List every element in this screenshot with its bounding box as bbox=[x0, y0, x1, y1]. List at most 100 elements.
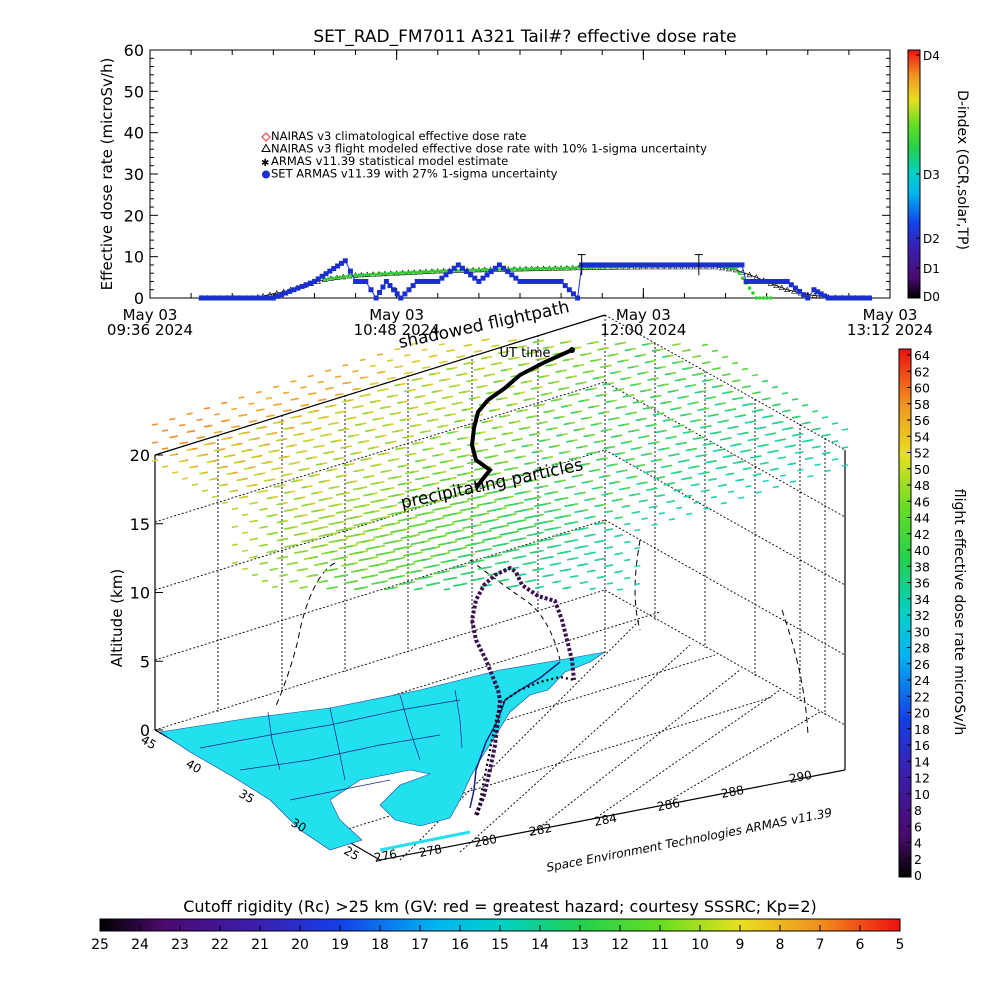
particle-mark bbox=[303, 557, 311, 561]
particle-mark bbox=[530, 387, 537, 390]
particle-mark bbox=[386, 395, 394, 398]
particle-mark bbox=[362, 412, 369, 415]
x-tick-label-time: 09:36 2024 bbox=[107, 321, 193, 339]
particle-mark bbox=[692, 437, 699, 440]
set-armas-point bbox=[596, 262, 602, 268]
particle-mark bbox=[661, 355, 669, 359]
d-index-label: D-index (GCR,solar,TP) bbox=[954, 90, 970, 250]
particle-mark bbox=[606, 582, 614, 585]
set-armas-point bbox=[464, 269, 470, 275]
particle-mark bbox=[334, 375, 342, 378]
particle-mark bbox=[574, 546, 581, 550]
altitude-tick-label: 10 bbox=[130, 584, 150, 603]
particle-mark bbox=[714, 403, 721, 406]
dose-tick-label: 28 bbox=[914, 641, 930, 656]
nairas-flight-point bbox=[732, 266, 739, 273]
particle-mark bbox=[420, 548, 427, 552]
particle-mark bbox=[456, 491, 464, 495]
particle-mark bbox=[213, 413, 221, 416]
flight-3d-panel: shadowed flightpath UT time precipitatin… bbox=[108, 297, 967, 883]
particle-mark bbox=[439, 460, 446, 464]
set-armas-point bbox=[233, 295, 239, 301]
particle-mark bbox=[536, 422, 543, 425]
particle-mark bbox=[454, 420, 461, 423]
particle-mark bbox=[328, 504, 335, 508]
armas-model-point bbox=[379, 272, 384, 276]
nairas-flight-point bbox=[784, 286, 791, 293]
d-index-tick-label: D0 bbox=[923, 290, 940, 304]
particle-mark bbox=[446, 349, 453, 353]
legend-marker-star: ✱ bbox=[261, 158, 269, 169]
particle-mark bbox=[290, 398, 297, 401]
armas-model-point bbox=[555, 266, 560, 271]
set-armas-point bbox=[846, 295, 852, 301]
particle-mark bbox=[429, 436, 436, 440]
particle-mark bbox=[476, 385, 483, 389]
particle-mark bbox=[231, 543, 239, 547]
particle-mark bbox=[707, 414, 714, 418]
set-armas-point bbox=[566, 287, 572, 293]
particle-mark bbox=[697, 408, 704, 412]
particle-mark bbox=[486, 509, 494, 513]
legend-marker-diamond bbox=[261, 132, 271, 142]
particle-mark bbox=[305, 457, 312, 460]
particle-mark bbox=[781, 391, 789, 395]
particle-mark bbox=[506, 403, 513, 407]
particle-mark bbox=[616, 470, 623, 473]
set-armas-point bbox=[550, 278, 556, 284]
particle-mark bbox=[811, 410, 819, 413]
particle-mark bbox=[494, 480, 501, 483]
particle-mark bbox=[538, 375, 545, 379]
particle-mark bbox=[807, 474, 814, 478]
particle-mark bbox=[514, 456, 521, 459]
particle-mark bbox=[564, 522, 571, 526]
particle-mark bbox=[196, 454, 203, 458]
particle-mark bbox=[269, 568, 276, 571]
particle-mark bbox=[376, 389, 384, 392]
set-armas-point bbox=[677, 262, 683, 268]
particle-mark bbox=[579, 581, 586, 585]
particle-mark bbox=[440, 560, 447, 564]
particle-mark bbox=[767, 450, 774, 454]
particle-mark bbox=[594, 540, 601, 544]
set-armas-point bbox=[468, 272, 474, 278]
particle-mark bbox=[618, 424, 625, 427]
armas-model-point bbox=[737, 271, 742, 276]
particle-mark bbox=[558, 387, 565, 391]
particle-mark bbox=[259, 562, 266, 565]
particle-mark bbox=[731, 397, 739, 401]
particle-mark bbox=[301, 504, 308, 507]
set-armas-point bbox=[592, 262, 598, 268]
particle-mark bbox=[614, 570, 621, 574]
particle-mark bbox=[355, 541, 362, 544]
particle-mark bbox=[439, 442, 446, 446]
set-armas-point bbox=[586, 262, 592, 268]
particle-mark bbox=[460, 572, 467, 576]
armas-model-point bbox=[536, 266, 541, 271]
set-armas-point bbox=[311, 278, 317, 284]
armas-model-point bbox=[574, 265, 578, 270]
particle-mark bbox=[476, 503, 484, 507]
particle-mark bbox=[534, 468, 541, 471]
particle-mark bbox=[370, 464, 377, 468]
particle-mark bbox=[221, 401, 228, 405]
particle-mark bbox=[717, 420, 724, 424]
particle-mark bbox=[469, 515, 476, 518]
particle-mark bbox=[367, 446, 374, 450]
particle-mark bbox=[524, 516, 531, 519]
particle-mark bbox=[335, 493, 342, 496]
particle-mark bbox=[687, 402, 694, 406]
particle-mark bbox=[406, 407, 414, 410]
dose-tick-label: 64 bbox=[914, 348, 930, 363]
particle-mark bbox=[489, 527, 496, 530]
particle-mark bbox=[456, 437, 464, 441]
particle-mark bbox=[541, 456, 548, 460]
particle-mark bbox=[821, 452, 829, 455]
particle-mark bbox=[627, 366, 634, 369]
particle-mark bbox=[293, 515, 301, 519]
particle-mark bbox=[598, 411, 605, 415]
particle-mark bbox=[273, 485, 281, 488]
particle-mark bbox=[781, 427, 789, 431]
particle-mark bbox=[831, 440, 839, 443]
particle-mark bbox=[728, 490, 735, 494]
